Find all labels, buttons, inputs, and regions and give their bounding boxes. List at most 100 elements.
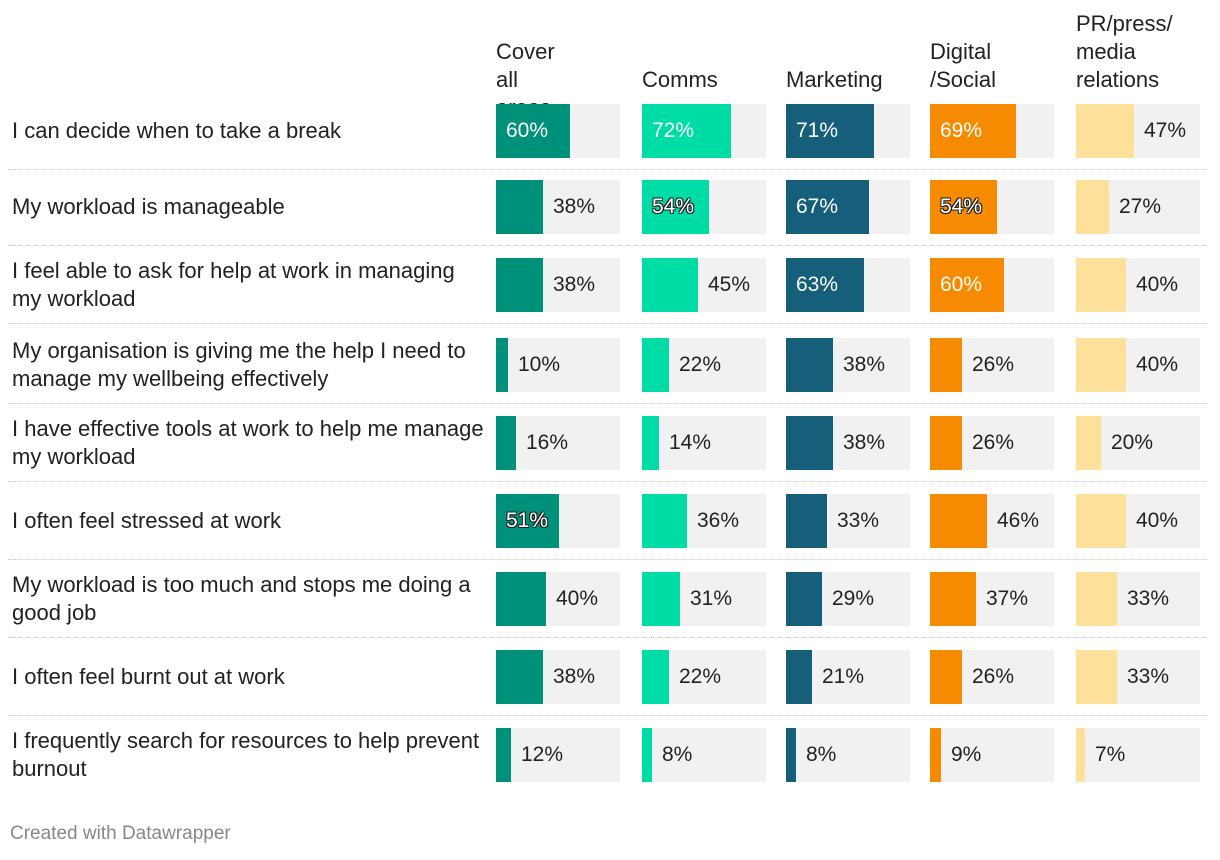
bar-cover-all-areas[interactable] — [496, 416, 516, 470]
bar-cover-all-areas[interactable] — [496, 180, 543, 234]
value-label: 60% — [940, 273, 983, 296]
bar-marketing[interactable] — [786, 572, 822, 626]
row-separator — [8, 323, 1208, 324]
bar-cover-all-areas[interactable] — [496, 104, 570, 158]
value-label: 29% — [832, 587, 875, 610]
value-label: 51% — [506, 509, 549, 532]
row-separator — [8, 637, 1208, 638]
value-label: 33% — [1127, 665, 1170, 688]
bar-cover-all-areas[interactable] — [496, 258, 543, 312]
bar-comms[interactable] — [642, 728, 652, 782]
bar-marketing[interactable] — [786, 728, 796, 782]
bar-cover-all-areas[interactable] — [496, 494, 559, 548]
bar-digital-social[interactable] — [930, 728, 941, 782]
value-label: 38% — [843, 431, 886, 454]
row-separator — [8, 481, 1208, 482]
value-label: 27% — [1119, 195, 1162, 218]
bar-digital-social[interactable] — [930, 258, 1004, 312]
bar-digital-social[interactable] — [930, 180, 997, 234]
bar-marketing[interactable] — [786, 416, 833, 470]
row-label: My workload is too much and stops me doi… — [12, 572, 471, 625]
value-label: 40% — [1136, 273, 1179, 296]
row-label: I often feel burnt out at work — [12, 664, 285, 689]
value-label: 26% — [972, 353, 1015, 376]
bar-digital-social[interactable] — [930, 650, 962, 704]
bar-comms[interactable] — [642, 572, 680, 626]
column-header-digital-social: Digital /Social — [930, 39, 997, 92]
bar-digital-social[interactable] — [930, 494, 987, 548]
bar-digital-social[interactable] — [930, 338, 962, 392]
value-label: 20% — [1111, 431, 1154, 454]
bar-marketing[interactable] — [786, 258, 864, 312]
bar-digital-social[interactable] — [930, 572, 976, 626]
bar-comms[interactable] — [642, 338, 669, 392]
row-separator — [8, 559, 1208, 560]
bar-marketing[interactable] — [786, 650, 812, 704]
value-label: 67% — [796, 195, 839, 218]
value-label: 33% — [1127, 587, 1170, 610]
value-label: 69% — [940, 119, 983, 142]
bar-cover-all-areas[interactable] — [496, 728, 511, 782]
value-label: 47% — [1144, 119, 1187, 142]
value-label: 72% — [652, 119, 695, 142]
value-label: 60% — [506, 119, 549, 142]
bar-comms[interactable] — [642, 494, 687, 548]
credit-footer[interactable]: Created with Datawrapper — [10, 823, 231, 844]
row-separator — [8, 403, 1208, 404]
column-header-marketing: Marketing — [786, 67, 883, 92]
bar-cover-all-areas[interactable] — [496, 572, 546, 626]
bar-pr-press-media-relations[interactable] — [1076, 728, 1085, 782]
bar-track — [786, 728, 910, 782]
bar-pr-press-media-relations[interactable] — [1076, 494, 1126, 548]
bar-marketing[interactable] — [786, 494, 827, 548]
bar-track — [496, 338, 620, 392]
value-label: 8% — [806, 743, 837, 766]
value-label: 22% — [679, 353, 722, 376]
bar-digital-social[interactable] — [930, 416, 962, 470]
value-label: 38% — [553, 195, 596, 218]
value-label: 54% — [652, 195, 695, 218]
bar-track — [1076, 728, 1200, 782]
bar-marketing[interactable] — [786, 104, 874, 158]
value-label: 33% — [837, 509, 880, 532]
bar-marketing[interactable] — [786, 338, 833, 392]
bar-pr-press-media-relations[interactable] — [1076, 338, 1126, 392]
bar-pr-press-media-relations[interactable] — [1076, 104, 1134, 158]
row-label: I often feel stressed at work — [12, 508, 282, 533]
row-label: My workload is manageable — [12, 194, 285, 219]
value-label: 38% — [843, 353, 886, 376]
value-label: 22% — [679, 665, 722, 688]
bar-comms[interactable] — [642, 416, 659, 470]
value-label: 40% — [556, 587, 599, 610]
bar-comms[interactable] — [642, 180, 709, 234]
bar-pr-press-media-relations[interactable] — [1076, 180, 1109, 234]
value-label: 26% — [972, 665, 1015, 688]
value-label: 54% — [940, 195, 983, 218]
bar-comms[interactable] — [642, 258, 698, 312]
row-label: I can decide when to take a break — [12, 118, 341, 143]
bar-comms[interactable] — [642, 104, 731, 158]
bar-cover-all-areas[interactable] — [496, 650, 543, 704]
bar-track — [642, 728, 766, 782]
value-label: 37% — [986, 587, 1029, 610]
value-label: 38% — [553, 665, 596, 688]
bar-pr-press-media-relations[interactable] — [1076, 416, 1101, 470]
bar-comms[interactable] — [642, 650, 669, 704]
row-separator — [8, 715, 1208, 716]
bar-track — [496, 728, 620, 782]
value-label: 7% — [1095, 743, 1126, 766]
value-label: 12% — [521, 743, 564, 766]
value-label: 9% — [951, 743, 982, 766]
bar-cover-all-areas[interactable] — [496, 338, 508, 392]
row-separator — [8, 245, 1208, 246]
value-label: 16% — [526, 431, 569, 454]
bar-pr-press-media-relations[interactable] — [1076, 258, 1126, 312]
bar-pr-press-media-relations[interactable] — [1076, 650, 1117, 704]
bar-pr-press-media-relations[interactable] — [1076, 572, 1117, 626]
value-label: 71% — [796, 119, 839, 142]
value-label: 8% — [662, 743, 693, 766]
bar-digital-social[interactable] — [930, 104, 1016, 158]
row-label: I feel able to ask for help at work in m… — [12, 258, 455, 311]
value-label: 10% — [518, 353, 561, 376]
bar-marketing[interactable] — [786, 180, 869, 234]
